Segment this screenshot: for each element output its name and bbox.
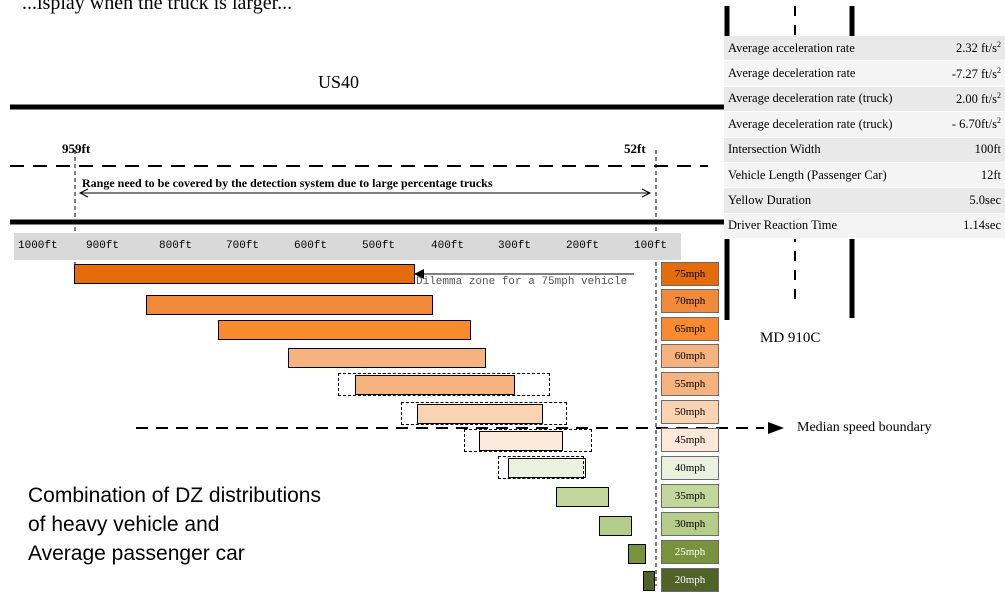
dz-truck-box-45mph: [464, 429, 592, 452]
param-value: 2.00 ft/s2: [935, 86, 1005, 113]
table-row: Average acceleration rate 2.32 ft/s2: [724, 36, 1005, 62]
param-label: Intersection Width: [724, 137, 936, 163]
ruler-tick: 1000ft: [18, 240, 58, 252]
ruler-tick: 700ft: [226, 240, 260, 252]
table-row: Driver Reaction Time 1.14sec: [724, 213, 1005, 240]
median-speed-label: Median speed boundary: [797, 420, 932, 435]
dz-bar-45mph: [479, 431, 563, 451]
param-label: Average acceleration rate: [724, 36, 936, 62]
param-label: Yellow Duration: [724, 187, 936, 214]
param-label: Average deceleration rate (truck): [724, 111, 936, 138]
range-arrow-right-head: [641, 188, 652, 198]
parameters-table: Average acceleration rate 2.32 ft/s2 Ave…: [724, 36, 1005, 240]
cross-road-label: MD 910C: [760, 330, 821, 346]
table-row: Intersection Width 100ft: [724, 137, 1005, 163]
dz-bar-50mph: [417, 404, 543, 424]
dz-bar-40mph: [508, 458, 586, 478]
ruler-tick: 500ft: [362, 240, 396, 252]
param-label: Average deceleration rate (truck): [724, 86, 936, 113]
ruler-tick: 400ft: [431, 240, 465, 252]
range-label: Range need to be covered by the detectio…: [82, 176, 493, 190]
ruler-tick: 800ft: [159, 240, 193, 252]
top-text: ...isplay when the truck is larger...: [22, 0, 293, 14]
table-row: Vehicle Length (Passenger Car) 12ft: [724, 162, 1005, 189]
param-value: -7.27 ft/s2: [935, 60, 1005, 87]
dz-bar-20mph: [643, 571, 655, 591]
speed-label: 25mph: [661, 540, 719, 564]
dz-bar-70mph: [146, 295, 433, 315]
dz-truck-box-55mph: [338, 373, 550, 396]
dz-bar-65mph: [218, 320, 471, 340]
speed-label: 65mph: [661, 317, 719, 341]
caption-line: Combination of DZ distributions: [28, 484, 321, 507]
param-value: 5.0sec: [935, 187, 1005, 214]
dz-truck-box-40mph: [498, 456, 584, 479]
param-label: Vehicle Length (Passenger Car): [724, 162, 936, 189]
speed-label: 40mph: [661, 456, 719, 480]
median-boundary-arrowhead: [768, 422, 784, 434]
speed-label: 60mph: [661, 344, 719, 368]
ruler-tick: 600ft: [294, 240, 328, 252]
ruler-tick: 300ft: [498, 240, 532, 252]
speed-label: 50mph: [661, 400, 719, 424]
table-row: Average deceleration rate (truck) 2.00 f…: [724, 86, 1005, 113]
speed-label: 35mph: [661, 484, 719, 508]
caption-line: Average passenger car: [28, 542, 245, 565]
ruler-tick: 900ft: [86, 240, 120, 252]
distance-right-label: 52ft: [624, 141, 646, 156]
param-value: 100ft: [935, 137, 1005, 163]
param-value: 1.14sec: [935, 213, 1005, 240]
caption-line: of heavy vehicle and: [28, 513, 220, 536]
dilemma-zone-note: Dilemma zone for a 75mph vehicle: [416, 276, 628, 288]
dz-bar-30mph: [599, 516, 632, 536]
distance-ruler: [14, 233, 681, 260]
dilemma-pointer-head: [414, 269, 424, 279]
dz-bar-60mph: [288, 348, 486, 368]
table-row: Average deceleration rate -7.27 ft/s2: [724, 60, 1005, 87]
speed-label: 30mph: [661, 512, 719, 536]
param-value: 2.32 ft/s2: [935, 36, 1005, 62]
param-value: 12ft: [935, 162, 1005, 189]
speed-label: 55mph: [661, 372, 719, 396]
speed-label: 70mph: [661, 289, 719, 313]
speed-label: 20mph: [661, 568, 719, 592]
param-label: Driver Reaction Time: [724, 213, 936, 240]
dz-bar-75mph: [74, 264, 415, 284]
dz-bar-25mph: [628, 544, 646, 564]
speed-label: 75mph: [661, 262, 719, 286]
param-label: Average deceleration rate: [724, 60, 936, 87]
param-value: - 6.70ft/s2: [935, 111, 1005, 138]
dz-truck-box-50mph: [401, 402, 567, 425]
table-row: Yellow Duration 5.0sec: [724, 187, 1005, 214]
road-name-label: US40: [318, 72, 360, 92]
ruler-tick: 200ft: [566, 240, 600, 252]
speed-label: 45mph: [661, 428, 719, 452]
range-arrow-left-head: [78, 188, 89, 198]
dz-bar-35mph: [556, 487, 609, 507]
dz-bar-55mph: [355, 375, 515, 395]
distance-left-label: 959ft: [62, 141, 91, 156]
ruler-tick: 100ft: [634, 240, 668, 252]
table-row: Average deceleration rate (truck) - 6.70…: [724, 111, 1005, 138]
